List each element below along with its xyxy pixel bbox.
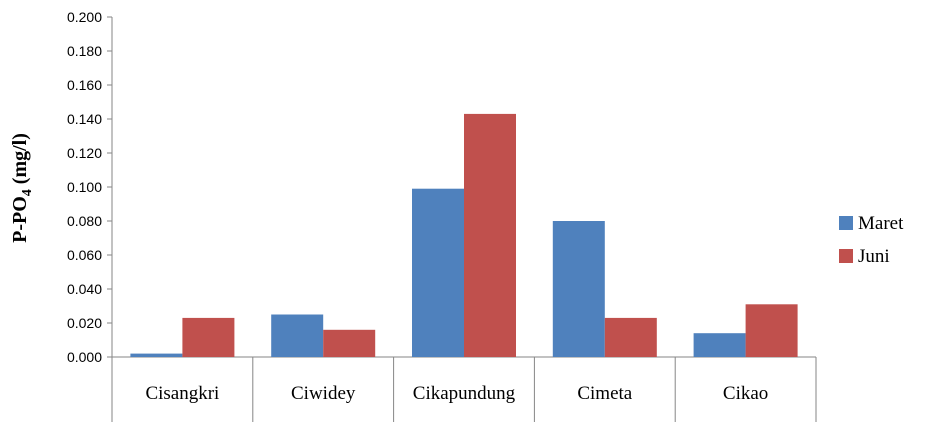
- y-tick-label: 0.040: [67, 281, 102, 297]
- y-tick-label: 0.200: [67, 9, 102, 25]
- bar-maret: [552, 221, 605, 357]
- y-axis-label: P-PO4 (mg/l): [9, 133, 35, 243]
- bar-maret: [412, 188, 464, 357]
- y-tick-label: 0.120: [67, 145, 102, 161]
- y-axis-title: P-PO4 (mg/l): [9, 133, 35, 243]
- legend: Maret Juni: [839, 213, 904, 267]
- bar-juni: [182, 317, 235, 357]
- y-tick-label: 0.020: [67, 315, 102, 331]
- bar-juni: [464, 113, 516, 358]
- bar-juni: [745, 304, 798, 357]
- bar-juni: [604, 317, 657, 357]
- legend-swatch: [839, 216, 853, 230]
- y-tick-label: 0.060: [67, 247, 102, 263]
- bar-maret: [130, 353, 183, 357]
- y-tick-label: 0.100: [67, 179, 102, 195]
- legend-label: Maret: [858, 213, 904, 234]
- bar-maret: [693, 333, 746, 357]
- x-category-label: Cisangkri: [145, 383, 219, 404]
- y-tick-label: 0.140: [67, 111, 102, 127]
- bar-maret: [271, 314, 324, 357]
- y-tick-label: 0.080: [67, 213, 102, 229]
- y-tick-label: 0.180: [67, 43, 102, 59]
- legend-swatch: [839, 249, 853, 263]
- x-category-label: Cikao: [723, 383, 768, 404]
- x-category-label: Cikapundung: [413, 383, 516, 404]
- legend-label: Juni: [858, 246, 890, 267]
- bar-juni: [323, 329, 376, 357]
- y-tick-label: 0.000: [67, 349, 102, 365]
- plot-area: 0.000 0.020 0.040 0.060 0.080 0.100 0.120 0.140…: [67, 9, 817, 422]
- y-tick-label: 0.160: [67, 77, 102, 93]
- x-category-label: Ciwidey: [291, 383, 356, 404]
- x-category-label: Cimeta: [577, 383, 632, 404]
